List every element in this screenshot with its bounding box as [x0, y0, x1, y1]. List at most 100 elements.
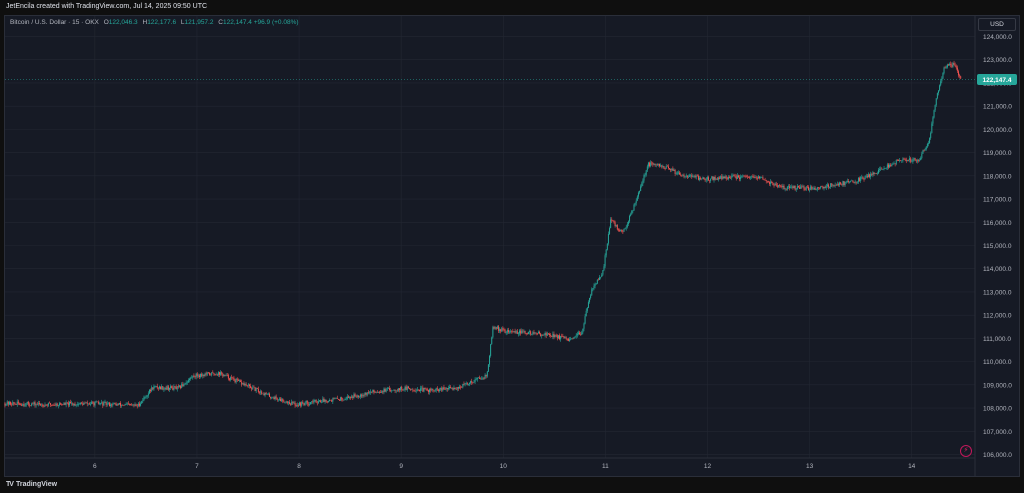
- candle-body: [441, 388, 443, 391]
- candle-body: [813, 187, 815, 190]
- candle-body: [266, 394, 268, 395]
- candle-body: [58, 403, 60, 406]
- candle-body: [92, 401, 94, 403]
- candle-body: [671, 168, 673, 171]
- candle-body: [715, 178, 717, 180]
- candle-body: [806, 186, 808, 188]
- candle-body: [401, 386, 403, 390]
- candle-body: [489, 355, 491, 365]
- candle-body: [924, 148, 926, 151]
- candle-body: [293, 402, 295, 404]
- candle-body: [144, 397, 146, 398]
- candle-body: [381, 391, 383, 393]
- candle-body: [195, 373, 197, 378]
- candle-body: [700, 177, 702, 180]
- candle-body: [276, 398, 278, 400]
- candle-body: [201, 373, 203, 377]
- candle-body: [876, 173, 878, 174]
- candle-body: [335, 397, 337, 399]
- candle-body: [503, 329, 505, 331]
- candle-body: [50, 403, 52, 405]
- candle-body: [43, 406, 45, 407]
- symbol-legend: Bitcoin / U.S. Dollar · 15 · OKX O122,04…: [10, 19, 299, 26]
- candle-body: [527, 331, 529, 334]
- candle-body: [424, 387, 426, 389]
- candle-body: [819, 187, 821, 189]
- candle-body: [830, 183, 832, 188]
- candle-body: [683, 174, 685, 177]
- candle-body: [33, 402, 35, 405]
- candle-body: [537, 331, 539, 334]
- candle-body: [445, 388, 447, 390]
- candle-body: [203, 374, 205, 376]
- candle-body: [636, 196, 638, 201]
- lightning-icon[interactable]: ⚡: [960, 445, 972, 457]
- candle-body: [5, 404, 7, 406]
- candle-body: [944, 67, 946, 69]
- candle-body: [467, 384, 469, 385]
- candle-body: [352, 396, 354, 398]
- candle-body: [653, 163, 655, 165]
- candle-body: [955, 66, 957, 68]
- candle-body: [507, 329, 509, 333]
- candle-body: [52, 404, 54, 406]
- candle-body: [770, 181, 772, 184]
- candle-body: [222, 373, 224, 377]
- candle-body: [4, 403, 6, 406]
- candle-body: [318, 400, 320, 402]
- x-tick-label: 14: [908, 463, 916, 470]
- candle-body: [462, 383, 464, 388]
- candle-body: [744, 175, 746, 177]
- candle-body: [286, 401, 288, 404]
- candle-body: [802, 186, 804, 188]
- candle-body: [914, 158, 916, 161]
- candle-body: [870, 173, 872, 177]
- candle-body: [739, 177, 741, 180]
- candle-body: [660, 165, 662, 167]
- candle-body: [791, 186, 793, 188]
- candle-body: [326, 401, 328, 403]
- candle-body: [589, 297, 591, 303]
- currency-button[interactable]: USD: [978, 18, 1016, 31]
- candle-body: [351, 396, 353, 399]
- candle-body: [777, 185, 779, 187]
- candle-body: [435, 388, 437, 391]
- candle-body: [78, 403, 80, 405]
- tradingview-logo[interactable]: TV TradingView: [6, 481, 57, 488]
- footer: TV TradingView: [0, 477, 1024, 493]
- candle-body: [291, 401, 293, 405]
- candle-body: [258, 391, 260, 393]
- candle-body: [903, 158, 905, 160]
- candle-body: [675, 173, 677, 175]
- candle-body: [178, 385, 180, 387]
- y-tick-label: 112,000.0: [983, 313, 1012, 320]
- candle-body: [845, 181, 847, 183]
- candle-body: [185, 382, 187, 385]
- candle-body: [162, 386, 164, 390]
- candle-body: [716, 178, 718, 180]
- candle-body: [654, 163, 656, 165]
- legend-open-label: O: [103, 19, 109, 26]
- candle-body: [885, 167, 887, 169]
- candle-body: [687, 176, 689, 178]
- candle-body: [684, 176, 686, 177]
- candle-body: [836, 184, 838, 186]
- candle-body: [8, 401, 10, 405]
- candle-body: [629, 215, 631, 222]
- x-tick-label: 13: [806, 463, 814, 470]
- candle-body: [482, 377, 484, 379]
- candle-body: [680, 174, 682, 176]
- candle-body: [353, 394, 355, 398]
- candle-body: [513, 331, 515, 332]
- candle-body: [456, 387, 458, 390]
- candle-body: [706, 177, 708, 180]
- candle-body: [769, 181, 771, 184]
- candle-body: [356, 395, 358, 397]
- candle-body: [23, 404, 25, 406]
- candle-body: [649, 162, 651, 167]
- candle-body: [854, 181, 856, 183]
- candle-body: [380, 392, 382, 393]
- candle-body: [305, 400, 307, 403]
- y-tick-label: 107,000.0: [983, 429, 1012, 436]
